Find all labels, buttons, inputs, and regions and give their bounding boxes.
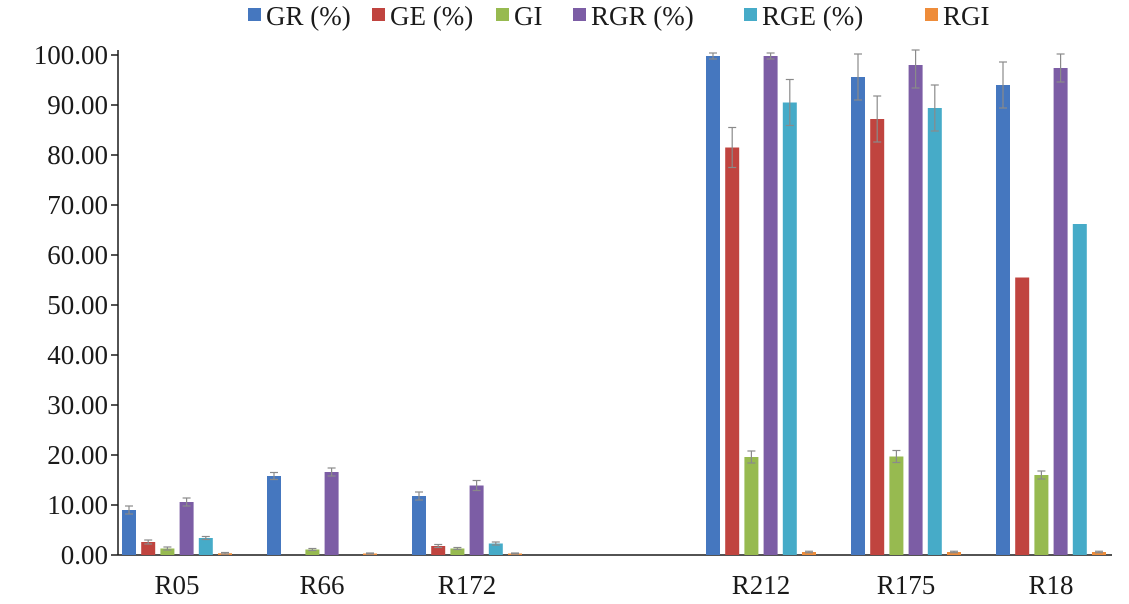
bar [160,548,175,555]
legend-item: GE (%) [372,1,473,31]
bar [122,510,136,555]
legend-label: RGR (%) [591,1,694,31]
legend-item: RGE (%) [744,1,863,31]
legend-swatch [496,8,509,21]
y-tick-label: 40.00 [47,340,108,370]
bar [889,456,904,555]
legend-item: RGR (%) [573,1,694,31]
legend-swatch [744,8,757,21]
bar [141,542,156,555]
y-tick-label: 0.00 [61,540,108,570]
series-2 [160,449,1049,555]
y-tick-label: 100.00 [34,40,108,70]
legend-swatch [573,8,586,21]
bar [1092,552,1106,555]
category-label: R212 [732,570,791,600]
category-label: R18 [1028,570,1073,600]
bar [1053,68,1068,555]
series-1 [141,95,1030,555]
legend-swatch [248,8,261,21]
category-label: R05 [154,570,199,600]
legend-label: GR (%) [266,1,351,31]
bar [782,102,797,555]
bar [488,543,503,555]
bar [412,496,426,555]
y-tick-label: 70.00 [47,190,108,220]
y-tick-label: 80.00 [47,140,108,170]
bar [179,502,194,555]
y-tick-label: 30.00 [47,390,108,420]
bar [908,65,923,555]
bar [469,485,484,555]
bars [122,49,1106,555]
series-4 [198,78,1087,555]
y-tick-label: 50.00 [47,290,108,320]
bar [324,472,339,555]
category-label: R172 [438,570,497,600]
bar [744,457,759,555]
bar [267,476,281,555]
bar [851,77,865,555]
y-tick-label: 20.00 [47,440,108,470]
bar [763,56,778,555]
legend-item: GR (%) [248,1,351,31]
category-label: R66 [299,570,344,600]
bar [725,147,740,555]
bar [1072,224,1087,555]
legend-swatch [925,8,938,21]
series-3 [179,49,1068,555]
legend-item: RGI [925,1,990,31]
legend-swatch [372,8,385,21]
y-tick-label: 90.00 [47,90,108,120]
bar [802,552,816,555]
bar [706,56,720,555]
legend-item: GI [496,1,543,31]
y-axis: 0.00 10.00 20.00 30.00 40.00 50.00 60.00 70.00 8… [34,40,119,570]
bar [1034,475,1049,555]
category-label: R175 [877,570,936,600]
series-0 [122,52,1010,555]
legend-label: GE (%) [390,1,473,31]
bar [927,108,942,555]
bar [1015,277,1030,555]
bar [305,549,320,555]
legend: GR (%) GE (%) GI RGR (%) RGE (%) RGI [248,1,990,31]
x-axis: R05 R66 R172 R212 R175 R18 [118,554,1112,600]
bar [431,546,446,555]
legend-label: GI [514,1,543,31]
legend-label: RGE (%) [762,1,863,31]
series-5 [218,550,1106,555]
y-tick-label: 10.00 [47,490,108,520]
bar [996,85,1010,555]
bar [450,548,465,555]
bar [198,538,213,555]
bar [870,119,885,555]
bar [947,552,961,555]
legend-label: RGI [943,1,990,31]
y-tick-label: 60.00 [47,240,108,270]
